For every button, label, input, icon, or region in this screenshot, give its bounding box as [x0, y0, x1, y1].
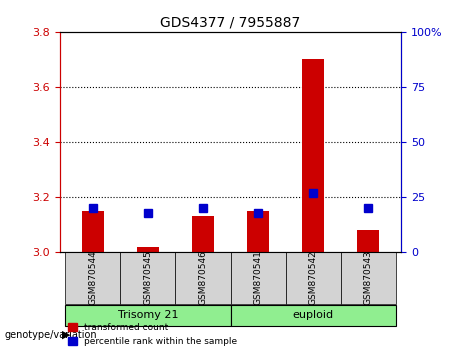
- Text: GSM870545: GSM870545: [143, 251, 153, 306]
- FancyBboxPatch shape: [120, 252, 176, 304]
- Legend: transformed count, percentile rank within the sample: transformed count, percentile rank withi…: [65, 320, 241, 349]
- Text: Trisomy 21: Trisomy 21: [118, 310, 178, 320]
- Bar: [357, 230, 379, 252]
- Text: euploid: euploid: [292, 310, 334, 320]
- Bar: [247, 211, 269, 252]
- FancyBboxPatch shape: [65, 252, 120, 304]
- Bar: [192, 216, 214, 252]
- Bar: [302, 59, 324, 252]
- FancyBboxPatch shape: [230, 252, 285, 304]
- FancyBboxPatch shape: [341, 252, 396, 304]
- FancyBboxPatch shape: [65, 305, 230, 326]
- Bar: [137, 247, 159, 252]
- Bar: [82, 211, 104, 252]
- Text: GSM870542: GSM870542: [308, 251, 318, 305]
- Title: GDS4377 / 7955887: GDS4377 / 7955887: [160, 15, 301, 29]
- FancyBboxPatch shape: [230, 305, 396, 326]
- FancyBboxPatch shape: [176, 252, 230, 304]
- FancyBboxPatch shape: [285, 252, 341, 304]
- Text: GSM870543: GSM870543: [364, 251, 372, 306]
- Text: GSM870546: GSM870546: [199, 251, 207, 306]
- Text: GSM870541: GSM870541: [254, 251, 262, 306]
- Text: GSM870544: GSM870544: [89, 251, 97, 305]
- Text: genotype/variation: genotype/variation: [5, 330, 97, 339]
- Text: ▶: ▶: [62, 330, 71, 339]
